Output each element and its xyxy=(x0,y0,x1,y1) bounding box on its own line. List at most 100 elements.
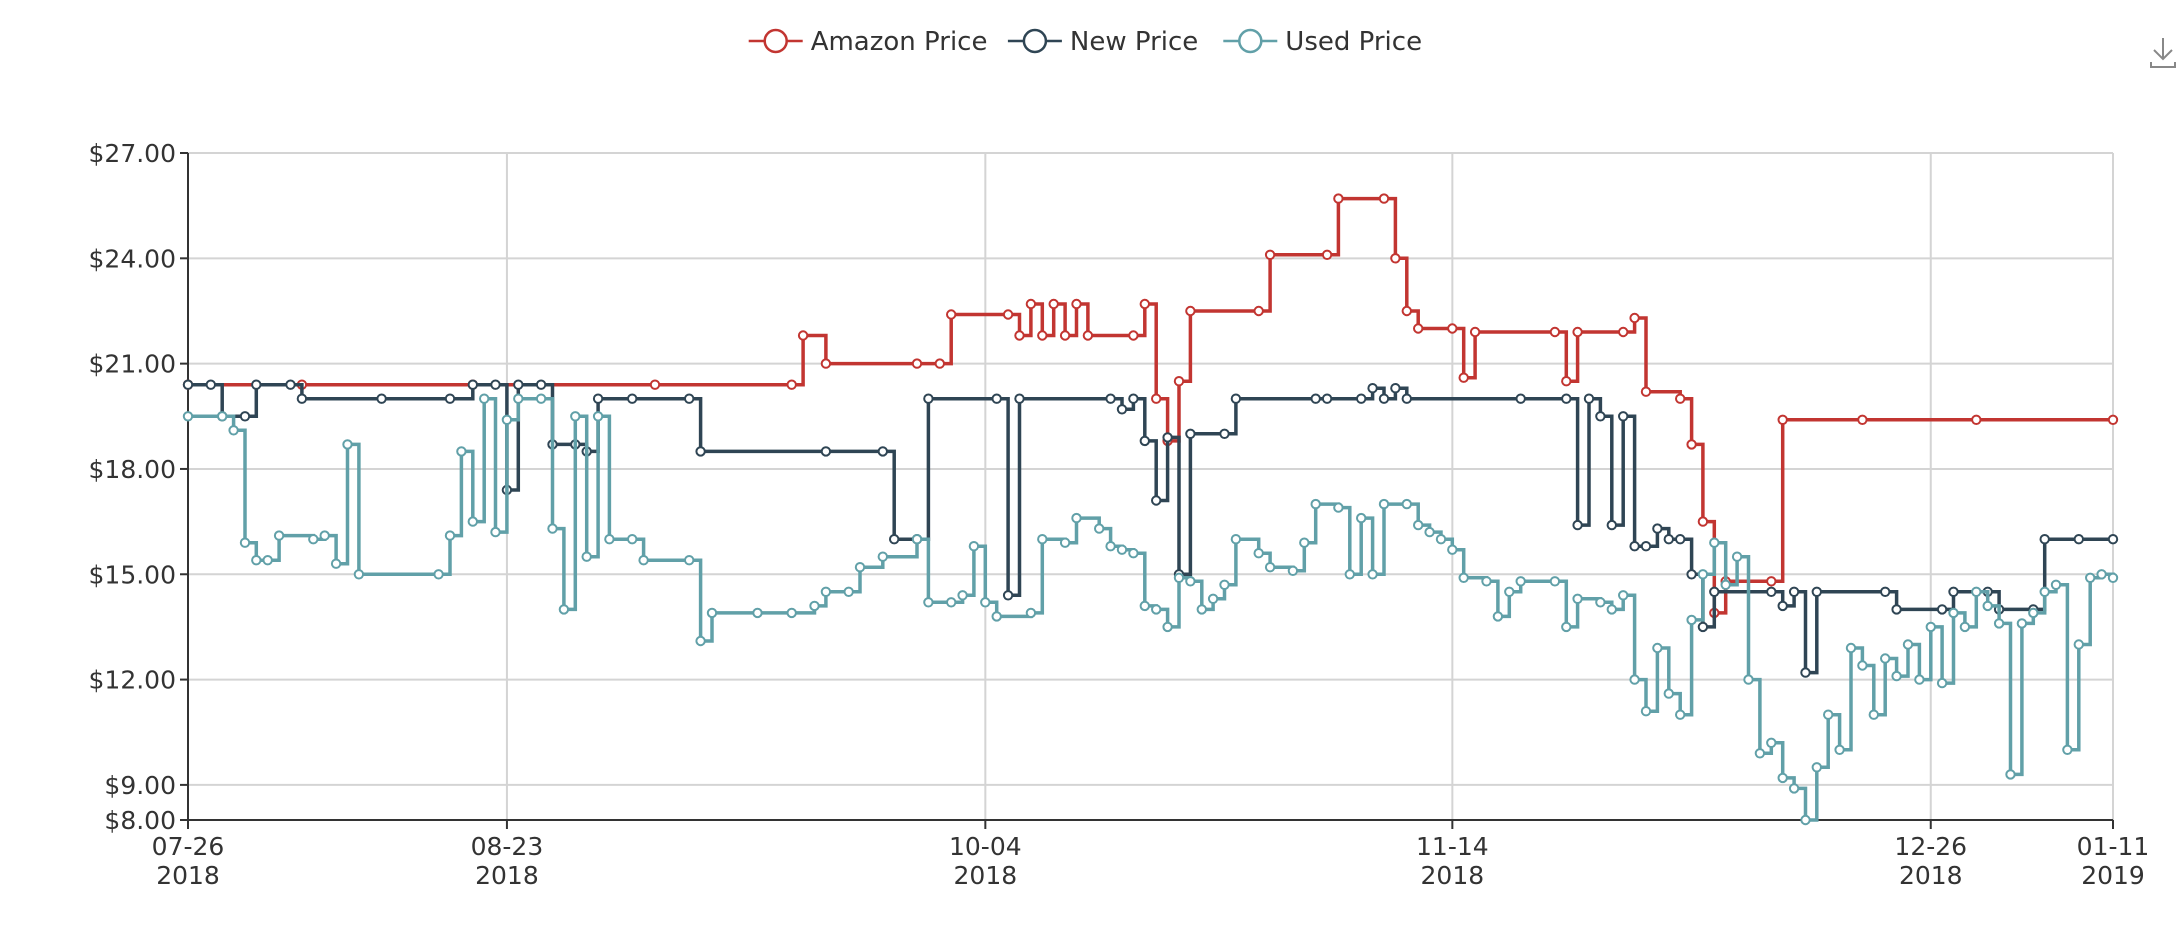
data-point[interactable] xyxy=(330,558,342,569)
legend-item[interactable]: Amazon Price xyxy=(748,27,988,57)
data-point[interactable] xyxy=(1185,576,1196,587)
data-point[interactable] xyxy=(444,530,456,541)
data-point[interactable] xyxy=(1515,576,1526,587)
legend-item[interactable]: Used Price xyxy=(1223,27,1422,57)
data-point[interactable] xyxy=(1424,526,1435,538)
data-point[interactable] xyxy=(2107,414,2119,425)
data-point[interactable] xyxy=(1697,516,1709,527)
data-point[interactable] xyxy=(1458,372,1469,383)
data-point[interactable] xyxy=(228,425,239,436)
data-point[interactable] xyxy=(592,393,604,404)
data-point[interactable] xyxy=(513,379,524,390)
data-point[interactable] xyxy=(2062,744,2073,755)
data-point[interactable] xyxy=(1709,586,1720,597)
data-point[interactable] xyxy=(1014,393,1025,404)
data-point[interactable] xyxy=(1880,653,1891,664)
data-point[interactable] xyxy=(1356,393,1367,404)
data-point[interactable] xyxy=(2085,572,2096,583)
data-point[interactable] xyxy=(1185,428,1196,439)
data-point[interactable] xyxy=(501,414,513,425)
data-point[interactable] xyxy=(1447,544,1458,555)
data-point[interactable] xyxy=(1971,414,1982,425)
data-point[interactable] xyxy=(1663,688,1675,699)
data-point[interactable] xyxy=(1561,376,1572,387)
data-point[interactable] xyxy=(1891,670,1902,682)
data-point[interactable] xyxy=(1059,537,1071,548)
data-point[interactable] xyxy=(1606,519,1618,531)
data-point[interactable] xyxy=(877,446,888,457)
data-point[interactable] xyxy=(1151,604,1162,615)
data-point[interactable] xyxy=(991,393,1002,404)
data-point[interactable] xyxy=(182,379,194,390)
data-point[interactable] xyxy=(1857,660,1868,671)
data-point[interactable] xyxy=(695,446,706,457)
data-point[interactable] xyxy=(1504,586,1515,597)
data-point[interactable] xyxy=(2073,534,2085,545)
data-point[interactable] xyxy=(1515,393,1526,404)
data-point[interactable] xyxy=(991,611,1002,622)
data-point[interactable] xyxy=(1264,562,1276,573)
data-point[interactable] xyxy=(1845,642,1857,654)
data-point[interactable] xyxy=(535,393,547,404)
data-point[interactable] xyxy=(1618,326,1629,338)
data-point[interactable] xyxy=(1059,330,1071,341)
data-point[interactable] xyxy=(1094,523,1105,534)
data-point[interactable] xyxy=(1413,519,1424,531)
data-point[interactable] xyxy=(1014,330,1025,341)
data-point[interactable] xyxy=(1105,541,1116,552)
data-point[interactable] xyxy=(1572,326,1583,338)
data-point[interactable] xyxy=(239,537,251,548)
data-point[interactable] xyxy=(706,607,718,619)
data-point[interactable] xyxy=(296,393,308,404)
data-point[interactable] xyxy=(1071,298,1082,310)
data-point[interactable] xyxy=(1390,383,1401,394)
data-point[interactable] xyxy=(946,309,957,320)
data-point[interactable] xyxy=(1640,386,1652,397)
data-point[interactable] xyxy=(581,551,592,562)
data-point[interactable] xyxy=(923,597,934,608)
data-point[interactable] xyxy=(1173,572,1185,583)
data-point[interactable] xyxy=(1880,586,1891,597)
data-point[interactable] xyxy=(1162,432,1173,443)
data-point[interactable] xyxy=(1549,326,1561,338)
data-point[interactable] xyxy=(273,530,285,541)
data-point[interactable] xyxy=(1037,330,1048,341)
data-point[interactable] xyxy=(1697,621,1709,633)
data-point[interactable] xyxy=(1253,548,1264,559)
data-point[interactable] xyxy=(444,393,456,404)
data-point[interactable] xyxy=(1572,519,1583,531)
data-point[interactable] xyxy=(1549,576,1561,587)
data-point[interactable] xyxy=(467,379,478,390)
data-point[interactable] xyxy=(1993,618,2005,629)
data-point[interactable] xyxy=(957,590,968,601)
data-point[interactable] xyxy=(1971,586,1982,597)
data-point[interactable] xyxy=(1583,393,1595,404)
data-point[interactable] xyxy=(1299,537,1310,548)
data-point[interactable] xyxy=(1640,541,1652,552)
data-point[interactable] xyxy=(627,393,638,404)
data-point[interactable] xyxy=(1686,569,1697,580)
data-point[interactable] xyxy=(1151,393,1162,404)
data-point[interactable] xyxy=(752,607,763,619)
data-point[interactable] xyxy=(1151,495,1162,506)
data-point[interactable] xyxy=(1390,253,1401,264)
data-point[interactable] xyxy=(1413,323,1424,334)
data-point[interactable] xyxy=(649,379,661,390)
data-point[interactable] xyxy=(1675,393,1686,404)
data-point[interactable] xyxy=(820,586,832,597)
data-point[interactable] xyxy=(1640,706,1652,717)
data-point[interactable] xyxy=(1435,534,1447,545)
data-point[interactable] xyxy=(376,393,387,404)
data-point[interactable] xyxy=(1185,305,1196,317)
data-point[interactable] xyxy=(1196,604,1208,615)
data-point[interactable] xyxy=(1321,249,1333,261)
data-point[interactable] xyxy=(980,597,991,608)
legend-item[interactable]: New Price xyxy=(1007,27,1198,57)
data-point[interactable] xyxy=(797,330,809,341)
data-point[interactable] xyxy=(1105,393,1116,404)
data-point[interactable] xyxy=(1310,498,1321,510)
data-point[interactable] xyxy=(2107,534,2119,545)
data-point[interactable] xyxy=(1310,393,1321,404)
data-point[interactable] xyxy=(1788,783,1800,794)
data-point[interactable] xyxy=(1219,579,1230,590)
